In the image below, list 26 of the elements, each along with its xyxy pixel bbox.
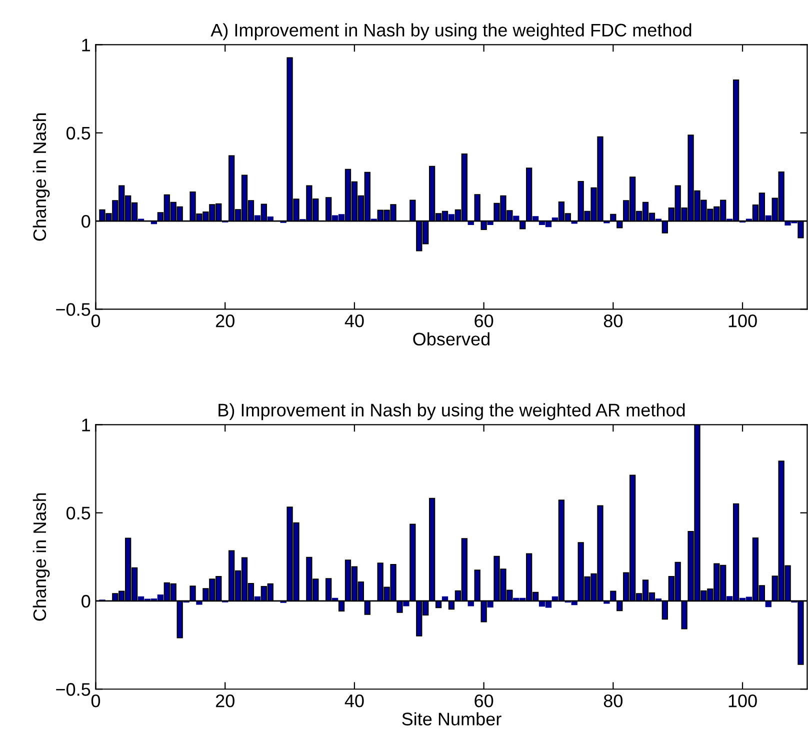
x-tick-label: 20	[216, 694, 234, 708]
y-tick-label: 1	[82, 418, 90, 432]
x-tick-label: 100	[728, 314, 757, 328]
chart-title: B) Improvement in Nash by using the weighted AR method	[218, 403, 685, 420]
x-tick-label: 60	[474, 694, 494, 708]
y-axis-title: Change in Nash	[32, 113, 50, 241]
y-tick-label: 1	[82, 38, 90, 52]
chart-title: A) Improvement in Nash by using the weighted FDC method	[210, 23, 692, 40]
x-axis-title: Site Number	[402, 712, 502, 726]
x-tick-label: 80	[604, 314, 622, 328]
y-tick-label: 0	[82, 594, 90, 608]
y-tick-label: −0.5	[56, 303, 90, 316]
x-tick-label: 0	[91, 314, 100, 328]
y-axis-title: Change in Nash	[32, 493, 50, 621]
x-axis-title: Observed	[413, 332, 490, 346]
x-tick-label: 20	[216, 314, 234, 328]
x-tick-label: 60	[474, 314, 494, 328]
x-tick-label: 40	[344, 314, 364, 328]
x-tick-label: 80	[604, 694, 622, 708]
y-tick-label: 0.5	[66, 126, 90, 140]
y-tick-label: −0.5	[56, 683, 90, 696]
y-tick-label: 0	[82, 214, 90, 228]
y-tick-label: 0.5	[66, 506, 90, 520]
x-tick-label: 100	[728, 694, 757, 708]
x-tick-label: 0	[91, 694, 100, 708]
x-tick-label: 40	[344, 694, 364, 708]
